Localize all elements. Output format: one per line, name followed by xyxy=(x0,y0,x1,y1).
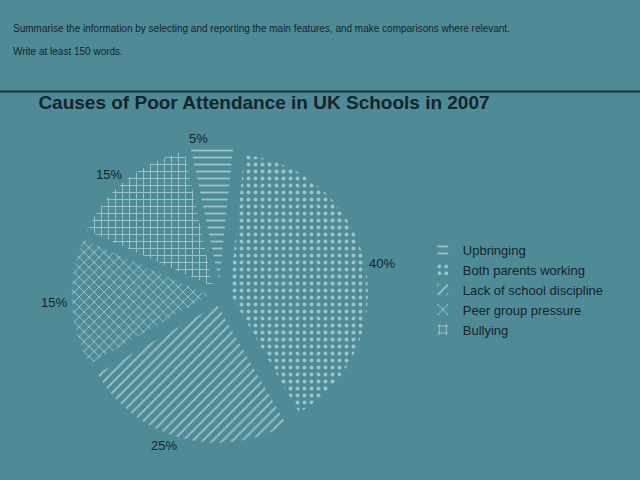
svg-text:Summarise the information by s: Summarise the information by selecting a… xyxy=(13,23,510,34)
svg-text:5%: 5% xyxy=(189,131,208,146)
svg-text:Causes of Poor Attendance in U: Causes of Poor Attendance in UK Schools … xyxy=(38,92,489,113)
svg-text:15%: 15% xyxy=(41,295,67,310)
svg-text:Write at least 150 words.: Write at least 150 words. xyxy=(13,46,123,57)
svg-text:Both parents working: Both parents working xyxy=(463,263,585,278)
svg-text:15%: 15% xyxy=(96,167,122,182)
svg-text:Upbringing: Upbringing xyxy=(463,243,526,258)
svg-text:Bullying: Bullying xyxy=(463,323,509,338)
svg-text:25%: 25% xyxy=(151,438,177,453)
svg-text:Peer group pressure: Peer group pressure xyxy=(463,303,582,318)
svg-text:Lack of school discipline: Lack of school discipline xyxy=(463,283,603,298)
svg-text:40%: 40% xyxy=(369,256,395,271)
